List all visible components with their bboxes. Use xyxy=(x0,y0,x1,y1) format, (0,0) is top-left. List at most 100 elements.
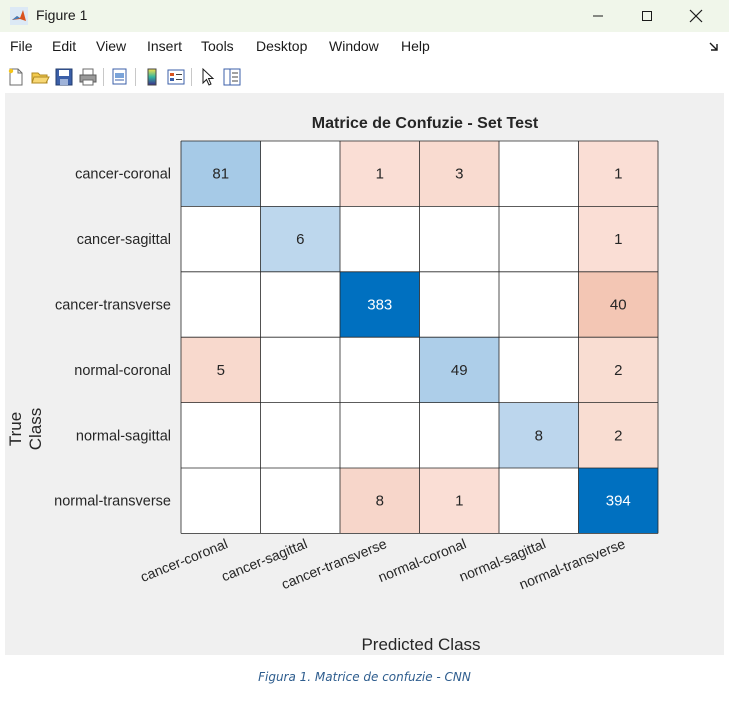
true-class-tick-labels: cancer-coronal cancer-sagittal cancer-tran… xyxy=(54,167,171,510)
matrix-cell xyxy=(181,271,261,338)
matrix-cell xyxy=(499,468,579,534)
cell-value-label: 1 xyxy=(376,166,384,183)
cell-value-label: 6 xyxy=(296,231,304,248)
matrix-cell xyxy=(499,337,579,403)
window-title: Figure 1 xyxy=(36,7,88,23)
matrix-cell xyxy=(578,402,658,468)
cell-value-label: 40 xyxy=(610,297,627,314)
matrix-cell xyxy=(340,271,420,338)
matrix-cell xyxy=(419,468,499,534)
save-icon[interactable] xyxy=(54,67,74,87)
y-tick-label: cancer-sagittal xyxy=(77,232,171,248)
x-tick-label: normal-coronal xyxy=(376,535,469,585)
colorbar-icon[interactable] xyxy=(142,67,162,87)
predicted-class-tick-labels: cancer-coronalcancer-sagittalcancer-tran… xyxy=(138,535,628,592)
close-icon xyxy=(689,9,703,23)
close-button[interactable] xyxy=(673,0,719,32)
toolbar-separator xyxy=(103,68,104,86)
matrix-cell xyxy=(260,206,340,272)
matrix-cell xyxy=(578,206,658,272)
menu-edit[interactable]: Edit xyxy=(52,38,77,54)
matrix-cell xyxy=(419,402,499,468)
y-tick-label: normal-coronal xyxy=(74,363,171,379)
print-icon[interactable] xyxy=(78,67,98,87)
matrix-cell xyxy=(260,141,340,207)
menu-desktop[interactable]: Desktop xyxy=(256,38,308,54)
cell-value-label: 49 xyxy=(451,362,468,379)
y-tick-label: normal-transverse xyxy=(54,494,171,510)
matrix-cell xyxy=(260,468,340,534)
matrix-cell xyxy=(499,402,579,468)
menu-window[interactable]: Window xyxy=(329,38,379,54)
matrix-cell xyxy=(419,141,499,207)
open-file-icon[interactable] xyxy=(30,67,50,87)
x-tick-label: cancer-coronal xyxy=(138,535,230,585)
minimize-icon xyxy=(593,15,603,17)
menu-help[interactable]: Help xyxy=(401,38,430,54)
menu-file[interactable]: File xyxy=(10,38,33,54)
toolbar-separator xyxy=(135,68,136,86)
menu-tools[interactable]: Tools xyxy=(201,38,234,54)
matrix-cell xyxy=(260,402,340,468)
matrix-cell xyxy=(340,402,420,468)
matrix-cell xyxy=(340,337,420,403)
menu-insert[interactable]: Insert xyxy=(147,38,183,54)
menu-view[interactable]: View xyxy=(96,38,127,54)
maximize-button[interactable] xyxy=(624,0,670,32)
property-inspector-icon[interactable] xyxy=(222,67,242,87)
matrix-cell xyxy=(181,206,261,272)
matrix-cell xyxy=(340,206,420,272)
maximize-icon xyxy=(642,11,652,21)
matrix-cell xyxy=(181,468,261,534)
cell-value-label: 1 xyxy=(455,493,463,510)
y-tick-label: normal-sagittal xyxy=(76,428,171,444)
matlab-logo-icon xyxy=(10,7,28,25)
matrix-cell xyxy=(499,141,579,207)
matrix-cell xyxy=(181,337,261,403)
matrix-cell xyxy=(181,402,261,468)
figure-caption: Figura 1. Matrice de confuzie - CNN xyxy=(258,670,471,684)
matrix-cell xyxy=(578,141,658,207)
toolbar-separator xyxy=(191,68,192,86)
matrix-cell xyxy=(260,337,340,403)
cell-value-label: 2 xyxy=(614,362,622,379)
matrix-cell xyxy=(578,468,658,534)
cell-value-label: 383 xyxy=(367,297,392,314)
matrix-cell xyxy=(578,337,658,403)
print-preview-icon[interactable] xyxy=(110,67,130,87)
menu-bar: File Edit View Insert Tools Desktop Wind… xyxy=(0,32,729,62)
matrix-cell xyxy=(419,206,499,272)
cell-value-label: 8 xyxy=(535,427,543,444)
cell-value-label: 81 xyxy=(212,166,229,183)
y-tick-label: cancer-coronal xyxy=(75,167,171,183)
matrix-cell xyxy=(578,271,658,338)
matrix-cell xyxy=(340,468,420,534)
cell-value-label: 3 xyxy=(455,166,463,183)
matrix-cell xyxy=(499,206,579,272)
legend-icon[interactable] xyxy=(166,67,186,87)
minimize-button[interactable] xyxy=(575,0,621,32)
matrix-cell xyxy=(340,141,420,207)
matrix-cell xyxy=(419,337,499,403)
figure-toolbar xyxy=(0,62,729,92)
cell-value-label: 394 xyxy=(606,493,631,510)
cell-value-label: 2 xyxy=(614,427,622,444)
cell-value-label: 1 xyxy=(614,166,622,183)
cell-value-label: 1 xyxy=(614,231,622,248)
matrix-grid xyxy=(180,140,659,534)
pointer-icon[interactable] xyxy=(198,67,218,87)
matrix-cell xyxy=(419,271,499,338)
cell-value-label: 8 xyxy=(376,493,384,510)
figure-canvas: Matrice de Confuzie - Set Test 81 1 3 1 6 1 38… xyxy=(5,93,724,655)
y-tick-label: cancer-transverse xyxy=(55,298,171,314)
new-figure-icon[interactable] xyxy=(6,67,26,87)
cell-value-label: 5 xyxy=(217,362,225,379)
window-titlebar: Figure 1 xyxy=(0,0,729,32)
x-axis-label: Predicted Class xyxy=(361,635,481,654)
matrix-cell xyxy=(260,271,340,338)
matrix-cell xyxy=(181,141,261,207)
dock-arrow-icon[interactable] xyxy=(709,41,719,51)
chart-title: Matrice de Confuzie - Set Test xyxy=(311,115,539,132)
